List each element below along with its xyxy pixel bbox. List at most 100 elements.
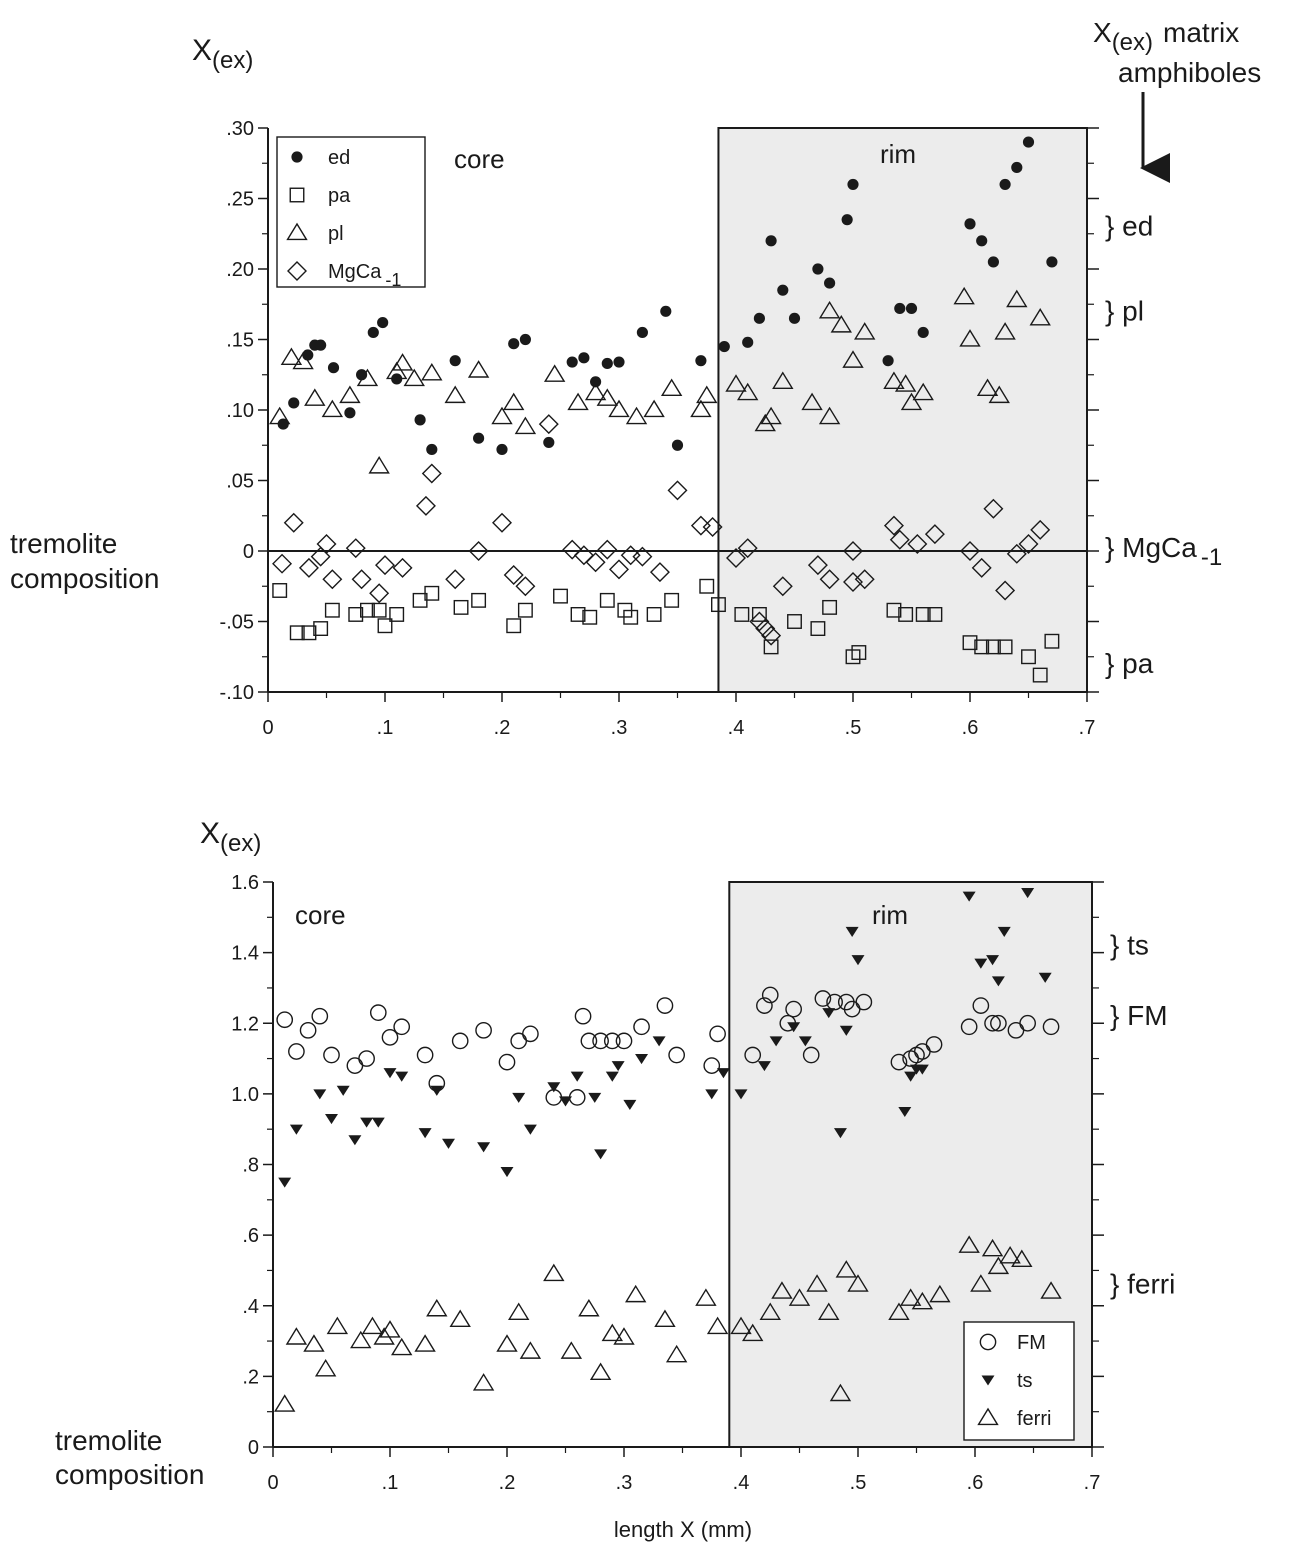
point-ferri xyxy=(285,1327,308,1345)
point-mgca xyxy=(392,557,413,578)
point-pl xyxy=(403,368,425,387)
point-mgca xyxy=(345,538,366,559)
point-ts xyxy=(418,1128,432,1139)
point-ferri xyxy=(847,1274,869,1292)
point-pl xyxy=(760,406,782,425)
point-pl xyxy=(994,322,1016,340)
y-tick-label: .20 xyxy=(226,259,254,281)
point-ts xyxy=(652,1036,666,1047)
point-ed xyxy=(315,339,327,351)
point-ferri xyxy=(818,1302,840,1320)
point-mgca xyxy=(907,533,928,554)
point-ed xyxy=(449,355,461,367)
point-pa xyxy=(301,625,317,641)
point-pl xyxy=(854,322,876,340)
point-pa xyxy=(348,607,364,622)
point-ferri xyxy=(472,1373,495,1391)
point-ferri xyxy=(414,1334,436,1352)
legend-marker-pl xyxy=(286,222,308,241)
point-ferri xyxy=(806,1274,828,1292)
point-mgca xyxy=(819,569,840,590)
legend-label-mgca: MgCa -1 xyxy=(328,261,401,290)
y-tick-label: 0 xyxy=(243,541,254,563)
point-fm xyxy=(826,993,843,1011)
matrix-title-line1: X(ex) matrix xyxy=(1093,17,1239,56)
point-ed xyxy=(636,326,648,339)
y-axis-label: X(ex) xyxy=(192,34,253,74)
point-pl xyxy=(772,371,794,389)
point-ts xyxy=(588,1092,602,1103)
point-pa xyxy=(1032,667,1048,683)
point-ed xyxy=(519,333,531,346)
point-ed xyxy=(742,336,754,348)
point-pa xyxy=(599,592,615,608)
point-mgca xyxy=(755,618,776,639)
matrix-range-label: } pl xyxy=(1105,295,1144,326)
point-fm xyxy=(855,993,873,1011)
point-fm xyxy=(802,1046,820,1064)
legend-label-ed: ed xyxy=(328,147,350,169)
point-pa xyxy=(289,625,305,641)
point-ed xyxy=(987,256,999,268)
point-ferri xyxy=(899,1288,922,1306)
matrix-range-label: } ts xyxy=(1110,930,1149,961)
point-pa xyxy=(763,639,779,655)
point-ferri xyxy=(519,1341,542,1359)
point-mgca xyxy=(1006,543,1027,564)
point-ts xyxy=(915,1064,929,1075)
point-pl xyxy=(386,361,408,380)
point-fm xyxy=(1042,1018,1060,1036)
point-mgca xyxy=(468,541,489,561)
point-fm xyxy=(756,997,773,1014)
point-mgca xyxy=(843,541,863,561)
point-fm xyxy=(668,1046,686,1064)
y-tick-label: .10 xyxy=(226,400,254,422)
point-ferri xyxy=(911,1291,934,1310)
point-ferri xyxy=(888,1302,910,1320)
y-tick-label: .30 xyxy=(226,118,254,140)
point-ts xyxy=(477,1142,491,1153)
point-pa xyxy=(377,618,393,634)
x-tick-label: .5 xyxy=(850,1472,867,1494)
x-tick-label: .4 xyxy=(733,1472,750,1494)
legend-box xyxy=(963,1321,1075,1441)
point-ts xyxy=(822,1008,836,1019)
point-fm xyxy=(972,997,990,1014)
point-fm xyxy=(761,986,779,1004)
point-mgca xyxy=(971,557,992,578)
point-mgca xyxy=(597,539,618,560)
legend-label-ts: ts xyxy=(1017,1370,1033,1392)
point-pa xyxy=(915,607,931,622)
point-pa xyxy=(272,583,288,598)
point-fm xyxy=(393,1018,411,1036)
legend-marker-pa xyxy=(289,187,305,203)
point-mgca xyxy=(726,548,746,569)
point-pa xyxy=(997,639,1013,655)
matrix-range-label: } FM xyxy=(1110,1000,1168,1031)
legend-label-pa: pa xyxy=(328,185,351,207)
point-pl xyxy=(696,385,718,404)
point-fm xyxy=(574,1007,592,1025)
point-ts xyxy=(833,1128,847,1139)
point-pl xyxy=(467,360,490,378)
point-pl xyxy=(1006,289,1028,308)
point-ed xyxy=(356,369,368,381)
point-ts xyxy=(734,1089,748,1100)
point-ferri xyxy=(274,1394,296,1412)
point-ts xyxy=(898,1106,912,1118)
point-mgca xyxy=(445,569,466,590)
point-pa xyxy=(424,585,440,601)
point-mgca xyxy=(283,512,304,533)
y-tick-label: 1.0 xyxy=(231,1084,259,1106)
point-mgca xyxy=(854,569,875,590)
point-ferri xyxy=(601,1323,623,1342)
y-tick-label: .25 xyxy=(226,189,254,211)
series-mgca xyxy=(272,414,1051,646)
point-mgca xyxy=(667,480,688,501)
x-tick-label: .2 xyxy=(499,1472,516,1494)
matrix-range-label: } pa xyxy=(1105,648,1154,679)
point-pl xyxy=(883,371,905,389)
point-mgca xyxy=(492,512,512,533)
series-fm xyxy=(276,986,1060,1106)
